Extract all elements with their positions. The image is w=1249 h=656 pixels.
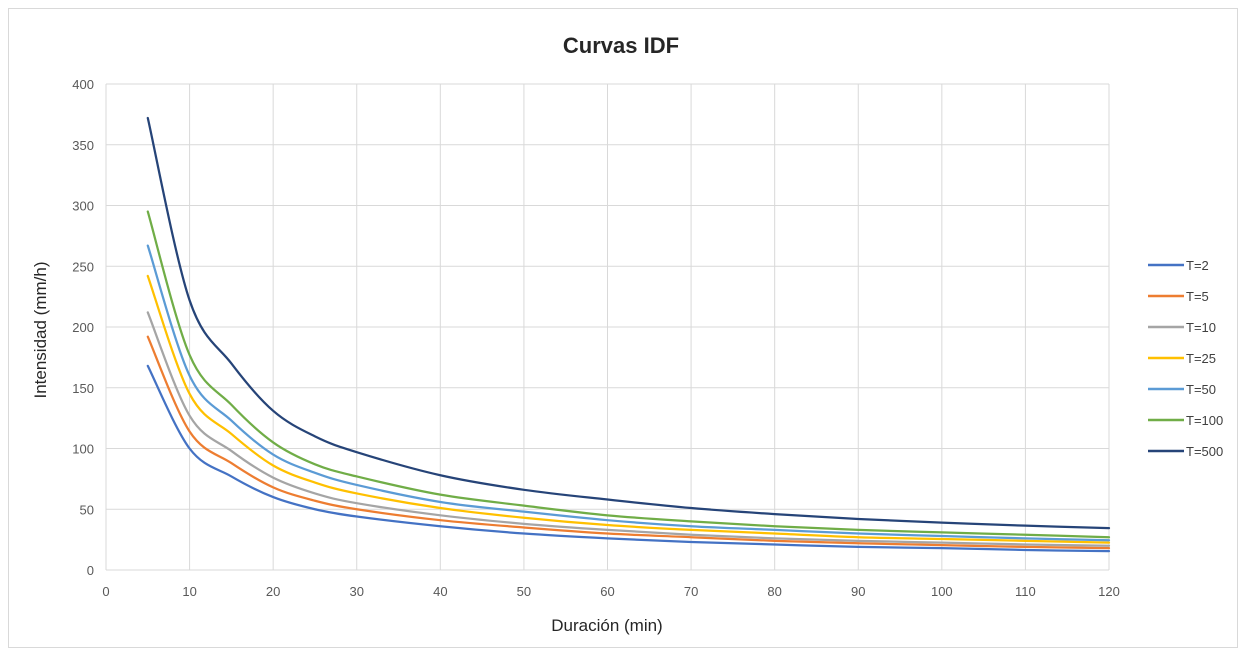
legend-label: T=100 xyxy=(1186,413,1223,428)
legend-item: T=10 xyxy=(1148,320,1216,335)
x-tick-label: 100 xyxy=(931,584,953,599)
legend-item: T=5 xyxy=(1148,289,1209,304)
y-tick-label: 300 xyxy=(72,199,94,214)
series-line-t100 xyxy=(146,210,1111,539)
series-line-t25 xyxy=(146,274,1111,544)
legend-label: T=5 xyxy=(1186,289,1209,304)
x-tick-label: 90 xyxy=(851,584,865,599)
x-tick-label: 20 xyxy=(266,584,280,599)
x-tick-label: 70 xyxy=(684,584,698,599)
y-axis-title: Intensidad (mm/h) xyxy=(31,262,50,399)
x-tick-label: 60 xyxy=(600,584,614,599)
chart-area: Curvas IDF 0 50 100 150 200 250 300 350 400 0 10 2… xyxy=(8,8,1238,648)
y-tick-label: 250 xyxy=(72,259,94,274)
gridlines xyxy=(105,83,1110,571)
series-line-t10 xyxy=(146,311,1111,547)
legend-label: T=25 xyxy=(1186,351,1216,366)
y-axis-ticks: 0 50 100 150 200 250 300 350 400 xyxy=(72,77,94,578)
y-tick-label: 200 xyxy=(72,320,94,335)
y-tick-label: 350 xyxy=(72,138,94,153)
x-tick-label: 80 xyxy=(767,584,781,599)
x-tick-label: 30 xyxy=(350,584,364,599)
x-axis-title: Duración (min) xyxy=(551,616,662,635)
y-tick-label: 150 xyxy=(72,381,94,396)
x-tick-label: 110 xyxy=(1015,584,1036,599)
y-tick-label: 400 xyxy=(72,77,94,92)
legend-item: T=500 xyxy=(1148,444,1223,459)
x-tick-label: 0 xyxy=(102,584,109,599)
series-line-t500 xyxy=(146,116,1111,530)
legend: T=2 T=5 T=10 T=25 T=50 T=100 T=500 xyxy=(1148,258,1223,459)
legend-label: T=500 xyxy=(1186,444,1223,459)
line-chart: Curvas IDF 0 50 100 150 200 250 300 350 400 0 10 2… xyxy=(31,33,1223,635)
x-tick-label: 120 xyxy=(1098,584,1120,599)
legend-item: T=100 xyxy=(1148,413,1223,428)
x-tick-label: 10 xyxy=(182,584,196,599)
y-tick-label: 0 xyxy=(87,563,94,578)
legend-label: T=50 xyxy=(1186,382,1216,397)
series-line-t5 xyxy=(146,335,1111,550)
legend-item: T=50 xyxy=(1148,382,1216,397)
x-tick-label: 50 xyxy=(517,584,531,599)
series-lines xyxy=(146,116,1111,553)
legend-label: T=2 xyxy=(1186,258,1209,273)
y-tick-label: 50 xyxy=(80,502,94,517)
x-tick-label: 40 xyxy=(433,584,447,599)
series-line-t2 xyxy=(146,364,1111,553)
legend-item: T=25 xyxy=(1148,351,1216,366)
y-tick-label: 100 xyxy=(72,442,94,457)
legend-label: T=10 xyxy=(1186,320,1216,335)
x-axis-ticks: 0 10 20 30 40 50 60 70 80 90 100 110 120 xyxy=(102,584,1119,599)
chart-title: Curvas IDF xyxy=(563,33,679,58)
legend-item: T=2 xyxy=(1148,258,1209,273)
series-line-t50 xyxy=(146,244,1111,542)
